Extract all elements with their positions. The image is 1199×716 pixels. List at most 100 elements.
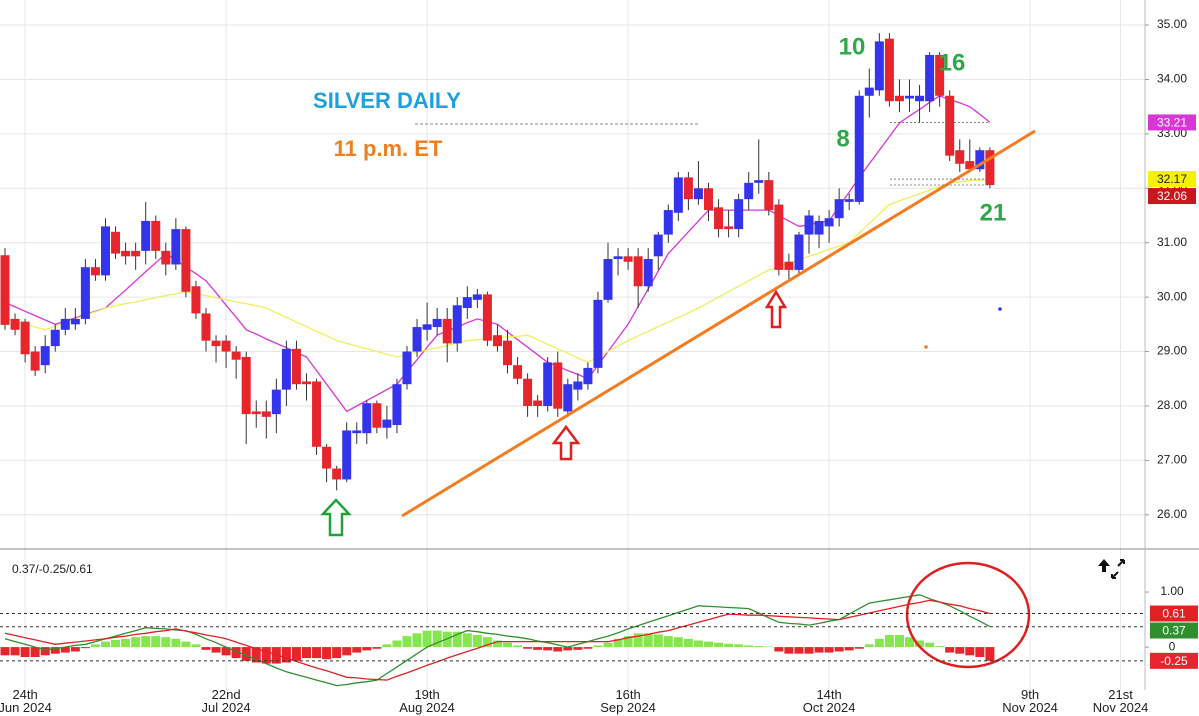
histogram-bar bbox=[734, 644, 744, 648]
histogram-bar bbox=[482, 637, 492, 648]
histogram-bar bbox=[332, 647, 342, 659]
y-tick-label: 35.00 bbox=[1157, 17, 1187, 31]
histogram-bar bbox=[291, 647, 301, 661]
candle-body bbox=[171, 229, 181, 265]
x-tick-label: 21st Nov 2024 bbox=[1092, 687, 1149, 715]
candle-body bbox=[925, 54, 935, 102]
histogram-bar bbox=[201, 647, 211, 650]
histogram-bar bbox=[221, 647, 231, 656]
candle-body bbox=[342, 430, 352, 480]
histogram-bar bbox=[382, 644, 392, 648]
arrow-up bbox=[320, 498, 352, 537]
chart-subtitle: 11 p.m. ET bbox=[334, 136, 443, 161]
histogram-bar bbox=[402, 636, 412, 648]
histogram-bar bbox=[312, 647, 322, 659]
icon-expand[interactable] bbox=[1111, 559, 1125, 579]
candle-body bbox=[40, 346, 50, 366]
candle-body bbox=[643, 259, 653, 287]
x-tick-label: 19th Aug 2024 bbox=[399, 687, 455, 715]
histogram-bar bbox=[372, 647, 382, 649]
candle-body bbox=[20, 321, 30, 355]
candle-body bbox=[663, 210, 673, 235]
histogram-bar bbox=[0, 647, 10, 656]
candle-body bbox=[513, 365, 523, 379]
histogram-bar bbox=[794, 647, 804, 654]
candle-body bbox=[764, 180, 774, 211]
chart-title: SILVER DAILY bbox=[313, 88, 461, 113]
candle-body bbox=[312, 381, 322, 447]
histogram-bar bbox=[302, 647, 311, 659]
candle-body bbox=[121, 250, 131, 257]
histogram-bar bbox=[693, 640, 703, 648]
candle-body bbox=[412, 327, 422, 352]
histogram-bar bbox=[191, 644, 201, 648]
histogram-bar bbox=[151, 636, 161, 648]
x-tick-label: 16th Sep 2024 bbox=[600, 687, 656, 715]
candle-body bbox=[131, 250, 141, 257]
y-tick-label: 0 bbox=[1169, 639, 1176, 653]
candle-body bbox=[161, 250, 171, 265]
histogram-bar bbox=[131, 637, 141, 648]
histogram-bar bbox=[533, 647, 543, 650]
icon-up[interactable] bbox=[1098, 559, 1110, 572]
histogram-bar bbox=[492, 640, 502, 648]
histogram-bar bbox=[975, 647, 985, 657]
histogram-bar bbox=[141, 636, 151, 648]
plot bbox=[0, 33, 995, 687]
histogram-bar bbox=[60, 647, 70, 653]
candle-body bbox=[151, 220, 161, 251]
candle-body bbox=[834, 199, 844, 219]
histogram-bar bbox=[925, 642, 935, 648]
candle-body bbox=[653, 234, 663, 257]
histogram-bar bbox=[111, 639, 121, 648]
value-badge bbox=[1148, 188, 1196, 205]
candle-body bbox=[231, 351, 241, 360]
candle-body bbox=[503, 340, 512, 366]
histogram-bar bbox=[884, 634, 894, 648]
histogram-bar bbox=[814, 647, 824, 653]
histogram-bar bbox=[754, 645, 764, 648]
candle-body bbox=[854, 95, 864, 202]
candle-body bbox=[693, 188, 703, 200]
histogram-bar bbox=[965, 647, 975, 656]
histogram-bar bbox=[804, 647, 814, 654]
histogram-bar bbox=[784, 647, 794, 654]
histogram-bar bbox=[472, 634, 482, 648]
candle-body bbox=[111, 231, 121, 254]
histogram-bar bbox=[452, 631, 462, 648]
histogram-bar bbox=[523, 647, 533, 649]
candle-body bbox=[372, 403, 382, 428]
histogram-bar bbox=[181, 641, 191, 648]
candle-body bbox=[894, 95, 904, 102]
y-tick-label: 27.00 bbox=[1157, 453, 1187, 467]
histogram-bar bbox=[422, 630, 432, 648]
trendline bbox=[401, 129, 1036, 518]
histogram-bar bbox=[764, 646, 774, 648]
histogram-bar bbox=[101, 641, 110, 648]
candle-body bbox=[804, 215, 814, 235]
y-tick-label: 29.00 bbox=[1157, 344, 1187, 358]
histogram-bar bbox=[874, 638, 884, 648]
histogram-bar bbox=[613, 638, 623, 648]
candle-body bbox=[10, 318, 20, 330]
histogram-bar bbox=[362, 647, 372, 651]
histogram-bar bbox=[231, 647, 241, 659]
candle-body bbox=[60, 318, 70, 330]
candle-body bbox=[884, 38, 894, 102]
histogram-bar bbox=[834, 647, 844, 652]
candle-body bbox=[955, 150, 965, 164]
histogram-bar bbox=[241, 647, 251, 661]
candle-body bbox=[814, 220, 824, 235]
candle-body bbox=[915, 95, 925, 102]
candle-body bbox=[563, 384, 573, 412]
candle-body bbox=[985, 150, 995, 186]
histogram-bar bbox=[50, 647, 60, 654]
histogram-bar bbox=[281, 647, 291, 663]
candle-body bbox=[382, 419, 392, 428]
value-badge-label: 0.37 bbox=[1162, 624, 1186, 638]
candle-body bbox=[472, 294, 482, 300]
histogram-bar bbox=[70, 647, 80, 652]
y-tick-label: 28.00 bbox=[1157, 398, 1187, 412]
histogram-bar bbox=[261, 647, 271, 664]
histogram-bar bbox=[513, 645, 523, 648]
